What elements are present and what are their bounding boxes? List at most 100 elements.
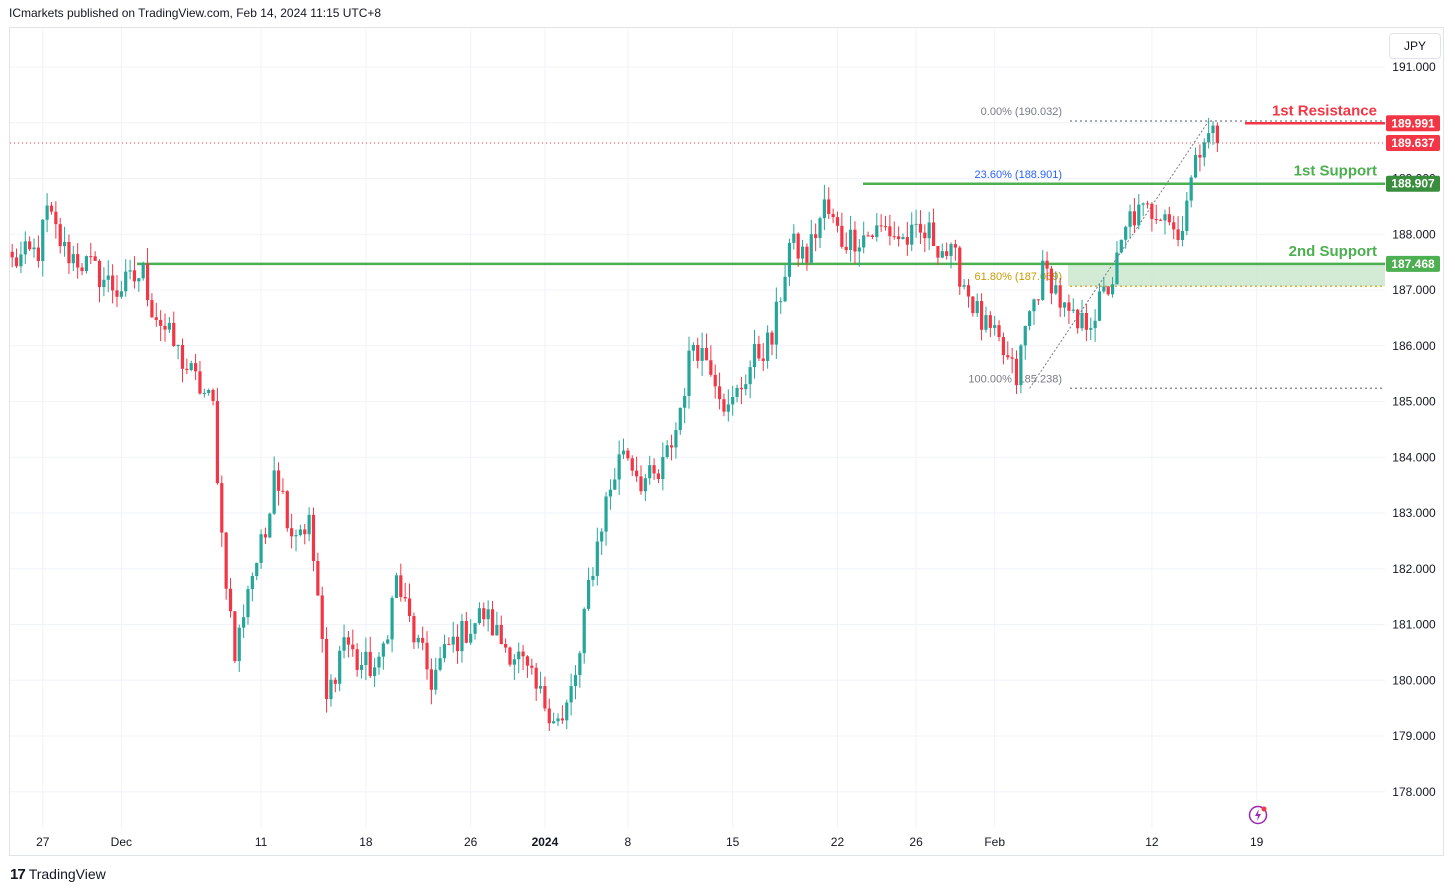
candle	[1137, 194, 1141, 230]
candle	[499, 615, 503, 645]
candle	[464, 611, 468, 644]
candle	[102, 267, 106, 297]
candle	[438, 646, 442, 672]
currency-selector[interactable]: JPY	[1389, 33, 1441, 59]
candle	[931, 208, 936, 247]
candle	[770, 330, 774, 356]
candle	[560, 705, 564, 724]
candle	[1150, 202, 1154, 232]
candle	[373, 658, 377, 688]
candle	[145, 247, 150, 307]
candle	[154, 302, 158, 327]
candle	[434, 657, 438, 695]
candle	[329, 674, 333, 707]
candle	[351, 629, 355, 657]
candle	[853, 221, 857, 264]
candle	[1023, 325, 1027, 360]
price-tick-label: 191.000	[1392, 60, 1436, 74]
candle	[1167, 206, 1171, 226]
candle	[752, 329, 757, 379]
candle	[914, 209, 918, 238]
price-badge	[1386, 175, 1440, 192]
chart-area[interactable]	[9, 27, 1444, 856]
candle	[910, 212, 914, 252]
tradingview-logo-icon: 17	[10, 865, 26, 883]
candle	[691, 342, 695, 362]
time-tick-label: 26	[464, 835, 478, 849]
time-tick-label: 15	[726, 835, 740, 849]
candle	[473, 623, 477, 640]
candle	[342, 624, 346, 659]
candle	[674, 422, 678, 459]
time-tick-label: 12	[1145, 835, 1159, 849]
candle	[883, 215, 888, 231]
candle	[530, 658, 534, 675]
price-badge	[1386, 255, 1440, 272]
candle	[639, 465, 643, 495]
candle	[307, 507, 311, 542]
candle	[683, 388, 687, 424]
candle	[150, 293, 154, 319]
time-tick-label: 19	[1250, 835, 1264, 849]
candle	[661, 442, 665, 491]
candle	[106, 260, 110, 293]
candle	[665, 440, 669, 459]
candle	[1119, 239, 1123, 254]
candle	[744, 374, 748, 396]
brand-name: TradingView	[28, 866, 106, 882]
candle	[1054, 271, 1058, 296]
candle	[735, 384, 739, 403]
candle	[1058, 277, 1062, 317]
candle	[45, 193, 49, 233]
candle	[818, 216, 822, 249]
candle	[1141, 202, 1145, 217]
current-price-badge-label: 189.637	[1391, 136, 1435, 150]
candle	[355, 643, 359, 677]
tradingview-footer[interactable]: 17 TradingView	[10, 864, 106, 884]
lightning-icon[interactable]	[1248, 805, 1268, 825]
candle	[1145, 200, 1150, 209]
candle	[1093, 309, 1097, 342]
candle	[700, 332, 704, 376]
candle	[1124, 225, 1128, 249]
candle	[534, 663, 538, 701]
candle	[263, 527, 268, 545]
candle	[386, 635, 390, 645]
candle	[827, 187, 831, 219]
candle	[608, 479, 613, 510]
candle	[844, 232, 848, 254]
candle	[49, 201, 54, 215]
price-tick-label: 179.000	[1392, 729, 1436, 743]
candle	[76, 243, 80, 279]
candle	[1132, 198, 1137, 234]
candle	[176, 344, 180, 360]
candle	[630, 455, 634, 477]
candle	[172, 311, 176, 347]
candle	[840, 212, 844, 249]
candle	[224, 531, 228, 600]
candle	[364, 637, 368, 681]
candle	[521, 645, 525, 671]
candle	[626, 447, 630, 461]
candle	[717, 372, 722, 410]
candle	[486, 600, 490, 632]
candle	[333, 677, 337, 693]
candle	[167, 316, 171, 334]
candle	[28, 236, 32, 252]
price-badge-label: 187.468	[1391, 257, 1435, 271]
candle	[1115, 241, 1119, 285]
candle	[469, 619, 473, 646]
candle	[901, 233, 905, 240]
candle	[1097, 283, 1102, 322]
price-tick-label: 184.000	[1392, 450, 1436, 464]
candles	[10, 117, 1219, 731]
candle	[1193, 147, 1198, 179]
candle	[652, 458, 656, 480]
candle	[857, 239, 861, 267]
candle	[696, 337, 700, 369]
candle	[722, 393, 726, 417]
candle	[726, 389, 730, 422]
price-axis: 178.000 179.000 180.000 181.000 182.000 183.0…	[1392, 60, 1436, 799]
candle	[731, 385, 735, 416]
